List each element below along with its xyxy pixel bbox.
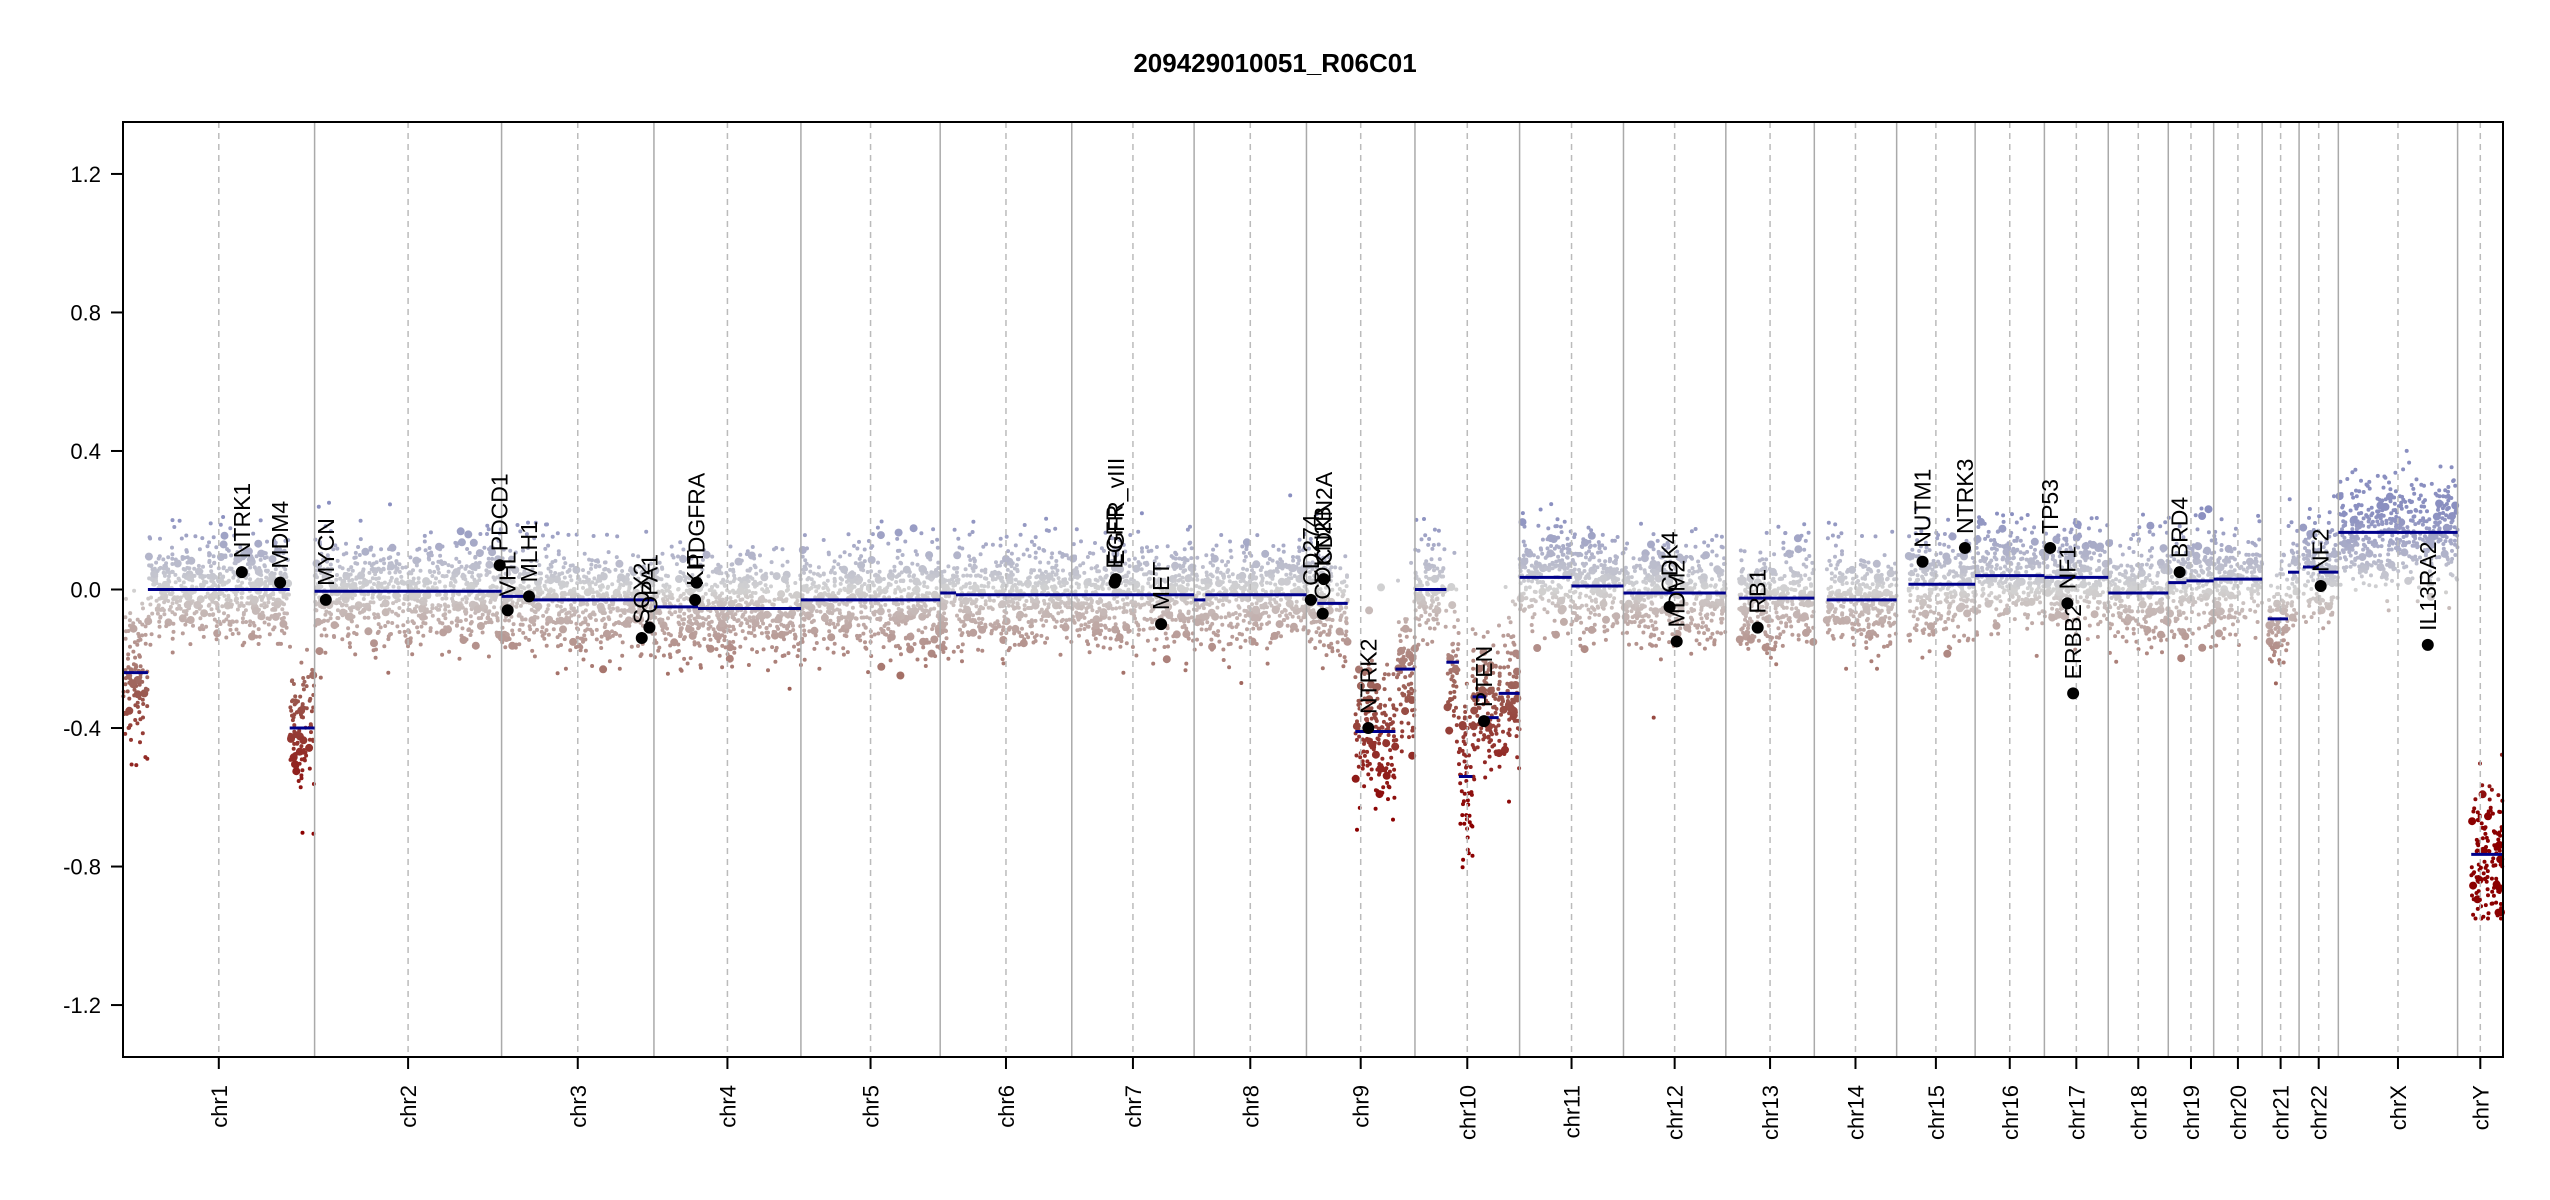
gene-label-met: MET	[1148, 562, 1174, 611]
x-tick-label-chr12: chr12	[1663, 1085, 1688, 1140]
gene-label-mdm2: MDM2	[1664, 560, 1690, 628]
gene-label-pdcd1: PDCD1	[487, 473, 513, 551]
x-axis: chr1 chr2 chr3 chr4 chr5 chr6 chr7 chr8 chr9 chr1…	[207, 1057, 2493, 1140]
x-tick-label-chr9: chr9	[1349, 1085, 1374, 1128]
y-axis: -1.2 -0.8 -0.4 0.0 0.4 0.8 1.2	[63, 162, 123, 1018]
gene-label-vhl: VHL	[495, 551, 521, 596]
x-tick-label-chrX: chrX	[2386, 1085, 2411, 1131]
y-tick-label: 0.0	[70, 578, 101, 603]
x-tick-label-chr7: chr7	[1121, 1085, 1146, 1128]
gene-point-nutm1	[1916, 555, 1929, 568]
gene-point-ntrk2	[1362, 722, 1375, 735]
x-tick-label-chr22: chr22	[2307, 1085, 2332, 1140]
x-tick-label-chr10: chr10	[1455, 1085, 1480, 1140]
gene-label-egfr_viii: EGFR_vIII	[1103, 458, 1129, 565]
gene-label-il13ra2: IL13RA2	[2415, 541, 2441, 631]
gene-point-cdkn2a	[1317, 573, 1330, 586]
gene-point-sox2	[635, 631, 648, 644]
y-tick-label: 1.2	[70, 162, 101, 187]
x-tick-label-chr16: chr16	[1998, 1085, 2023, 1140]
x-tick-label-chr17: chr17	[2064, 1085, 2089, 1140]
x-tick-label-chrY: chrY	[2468, 1085, 2493, 1131]
y-tick-label: -0.8	[63, 855, 101, 880]
gene-point-tp53	[2044, 541, 2057, 554]
gene-point-mdm2	[1670, 635, 1683, 648]
gene-label-pten: PTEN	[1471, 646, 1497, 707]
gene-point-mycn	[319, 593, 332, 606]
gene-point-pten	[1478, 715, 1491, 728]
gene-point-kit	[689, 593, 702, 606]
gene-point-vhl	[501, 604, 514, 617]
x-tick-label-chr1: chr1	[207, 1085, 232, 1128]
gene-point-brd4	[2173, 566, 2186, 579]
gene-label-egfr: EGFR	[1102, 505, 1128, 569]
gene-label-tp53: TP53	[2037, 479, 2063, 534]
y-tick-label: -0.4	[63, 716, 101, 741]
gene-label-mdm4: MDM4	[267, 501, 293, 569]
gene-point-egfr_viii	[1109, 573, 1122, 586]
gene-label-ntrk2: NTRK2	[1355, 639, 1381, 714]
gene-label-nf2: NF2	[2308, 529, 2334, 572]
gene-label-mlh1: MLH1	[516, 521, 542, 582]
gene-point-rb1	[1751, 621, 1764, 634]
plot-frame	[122, 121, 2504, 1058]
gene-point-cdk4	[1663, 600, 1676, 613]
segments	[123, 530, 2503, 856]
y-tick-label: 0.8	[70, 300, 101, 325]
gene-label-pdgfra: PDGFRA	[684, 472, 710, 569]
gene-label-ntrk3: NTRK3	[1952, 459, 1978, 534]
gene-point-met	[1155, 618, 1168, 631]
gene-label-rb1: RB1	[1745, 569, 1771, 614]
x-tick-label-chr8: chr8	[1238, 1085, 1263, 1128]
gene-point-pdcd1	[493, 559, 506, 572]
x-tick-label-chr18: chr18	[2126, 1085, 2151, 1140]
gene-point-cdkn2b	[1316, 607, 1329, 620]
gene-point-cd274	[1304, 593, 1317, 606]
gene-label-sox2: SOX2	[629, 563, 655, 624]
gene-point-ntrk1	[235, 566, 248, 579]
gene-label-opa1: OPA1	[636, 554, 662, 614]
x-tick-label-chr14: chr14	[1843, 1085, 1868, 1140]
x-tick-label-chr21: chr21	[2269, 1085, 2294, 1140]
gene-label-nutm1: NUTM1	[1910, 469, 1936, 548]
gene-label-erbb2: ERBB2	[2060, 604, 2086, 679]
gene-point-nf1	[2061, 597, 2074, 610]
gene-point-pdgfra	[690, 576, 703, 589]
x-tick-label-chr3: chr3	[566, 1085, 591, 1128]
probe-points	[121, 448, 2505, 921]
gene-point-mdm4	[274, 576, 287, 589]
x-tick-label-chr11: chr11	[1560, 1085, 1585, 1138]
x-tick-label-chr6: chr6	[994, 1085, 1019, 1128]
x-tick-label-chr2: chr2	[396, 1085, 421, 1128]
gene-point-ntrk3	[1958, 541, 1971, 554]
gene-point-nf2	[2314, 580, 2327, 593]
x-tick-label-chr20: chr20	[2226, 1085, 2251, 1140]
gene-point-erbb2	[2067, 687, 2080, 700]
gene-label-cdkn2a: CDKN2A	[1311, 471, 1337, 565]
gene-label-nf1: NF1	[2054, 546, 2080, 589]
gene-label-cdk4: CDK4	[1657, 531, 1683, 593]
y-tick-label: 0.4	[70, 439, 101, 464]
chart-title: 209429010051_R06C01	[1133, 48, 1416, 78]
y-tick-label: -1.2	[63, 993, 101, 1018]
x-tick-label-chr19: chr19	[2179, 1085, 2204, 1140]
gene-label-brd4: BRD4	[2167, 497, 2193, 559]
x-tick-label-chr13: chr13	[1758, 1085, 1783, 1140]
gene-label-cd274: CD274	[1298, 514, 1324, 586]
gene-point-opa1	[643, 621, 656, 634]
gene-label-ntrk1: NTRK1	[229, 483, 255, 558]
gene-point-il13ra2	[2421, 638, 2434, 651]
x-tick-label-chr5: chr5	[859, 1085, 884, 1128]
gene-label-mycn: MYCN	[313, 518, 339, 586]
x-tick-label-chr4: chr4	[715, 1085, 740, 1128]
x-tick-label-chr15: chr15	[1924, 1085, 1949, 1140]
gene-point-mlh1	[523, 590, 536, 603]
